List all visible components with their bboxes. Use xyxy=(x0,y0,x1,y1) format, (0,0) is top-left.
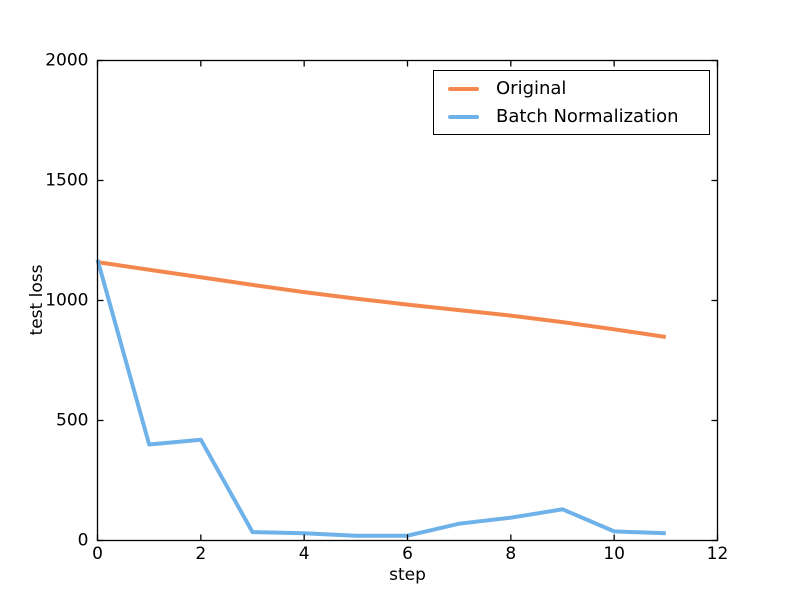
x-tick-label: 8 xyxy=(505,544,516,564)
x-tick-label: 10 xyxy=(603,544,625,564)
series-line-original xyxy=(97,260,667,339)
y-tick-label: 1500 xyxy=(45,171,88,191)
y-axis-label: test loss xyxy=(27,264,47,336)
y-tick-label: 500 xyxy=(56,411,88,431)
legend-item-original: Original xyxy=(448,78,695,99)
legend-line-batch-normalization-icon xyxy=(448,114,479,119)
legend-line-original-icon xyxy=(448,86,479,91)
legend-item-batch-normalization: Batch Normalization xyxy=(448,106,695,127)
x-tick-label: 4 xyxy=(299,544,310,564)
x-tick-label: 6 xyxy=(402,544,413,564)
x-tick-label: 0 xyxy=(92,544,103,564)
x-tick-label: 12 xyxy=(707,544,729,564)
y-tick-label: 2000 xyxy=(45,51,88,71)
legend-label-original: Original xyxy=(496,78,567,99)
y-tick-label: 1000 xyxy=(45,291,88,311)
legend: Original Batch Normalization xyxy=(433,70,710,135)
x-axis-label: step xyxy=(389,565,426,585)
legend-label-batch-normalization: Batch Normalization xyxy=(496,106,679,127)
series-line-batch-normalization xyxy=(95,259,666,538)
x-tick-label: 2 xyxy=(195,544,206,564)
plot-frame xyxy=(96,59,719,542)
y-tick-label: 0 xyxy=(78,531,89,551)
